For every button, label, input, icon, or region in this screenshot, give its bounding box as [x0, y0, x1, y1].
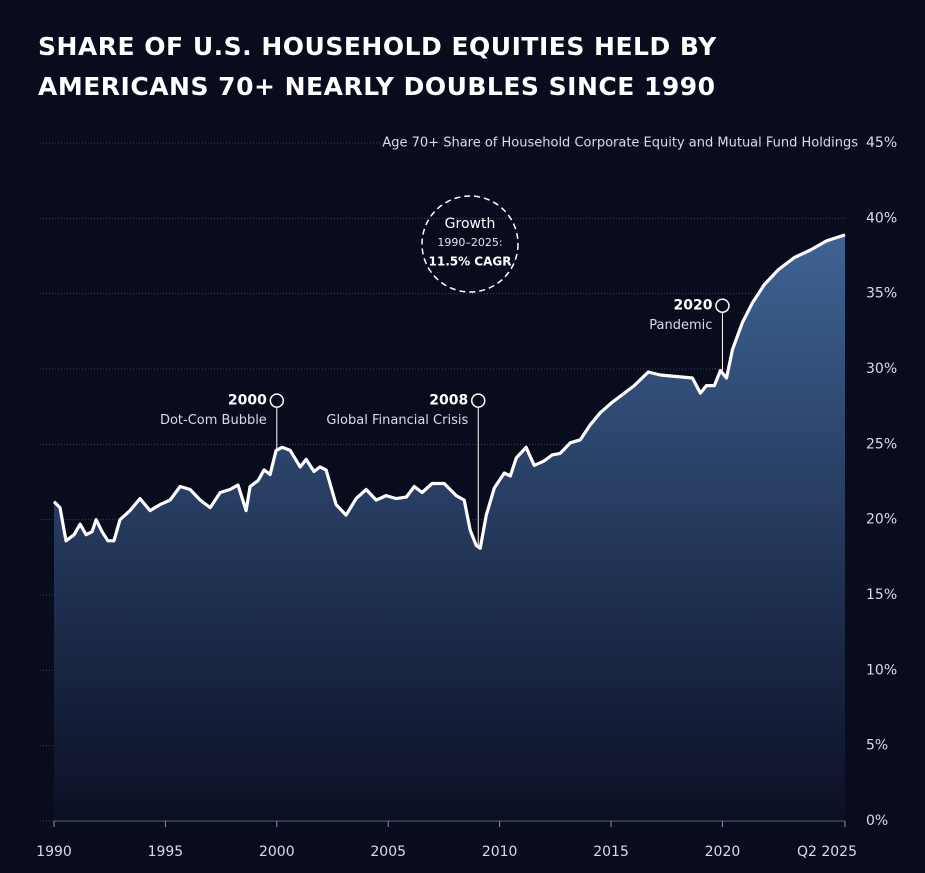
annotation-text: Pandemic — [649, 318, 712, 333]
annotation-marker — [470, 393, 486, 408]
annotation-text: Global Financial Crisis — [326, 413, 468, 428]
growth-note-line: Growth — [445, 216, 496, 232]
area-fill — [54, 234, 845, 821]
x-tick-label: 2005 — [370, 844, 406, 860]
annotation-marker — [269, 393, 285, 408]
area-layer — [52, 233, 846, 821]
annotations: 2000 Dot-Com Bubble 2008 Global Financial C… — [160, 195, 730, 546]
x-tick-label: 2000 — [259, 844, 295, 860]
y-tick-label: 25% — [866, 436, 897, 452]
y-tick-label: 20% — [866, 512, 897, 528]
y-tick-label: 5% — [866, 738, 888, 754]
annotation-marker — [715, 298, 730, 313]
x-tick-label: 1995 — [148, 844, 184, 860]
annotation-text: Dot-Com Bubble — [160, 413, 267, 428]
annotation-title: 2020 — [673, 298, 712, 314]
growth-note-line: 1990–2025: — [437, 236, 502, 249]
growth-note-line: 11.5% CAGR — [429, 255, 512, 269]
series-line — [52, 233, 846, 550]
axes: 0% 5% 10% 15% 20% 25% 30% 35% 40% 45% Age 70+ Shar… — [36, 135, 897, 860]
y-tick-label: 0% — [866, 813, 888, 829]
growth-bubble — [421, 195, 519, 293]
y-tick-label: 10% — [866, 662, 897, 678]
y-tick-label: 45% — [866, 135, 897, 151]
x-tick-label: 1990 — [36, 844, 72, 860]
annotation-title: 2008 — [429, 393, 468, 409]
y-tick-label: 35% — [866, 286, 897, 302]
y-tick-label: 30% — [866, 361, 897, 377]
annotation-title: 2000 — [228, 393, 267, 409]
x-tick-label: Q2 2025 — [797, 844, 857, 860]
y-axis-title: Age 70+ Share of Household Corporate Equ… — [382, 136, 858, 151]
y-tick-label: 15% — [866, 587, 897, 603]
x-tick-label: 2010 — [482, 844, 518, 860]
x-tick-label: 2020 — [705, 844, 741, 860]
chart-title: SHARE OF U.S. HOUSEHOLD EQUITIES HELD BY… — [38, 32, 717, 101]
x-tick-label: 2015 — [593, 844, 629, 860]
y-tick-label: 40% — [866, 210, 897, 226]
